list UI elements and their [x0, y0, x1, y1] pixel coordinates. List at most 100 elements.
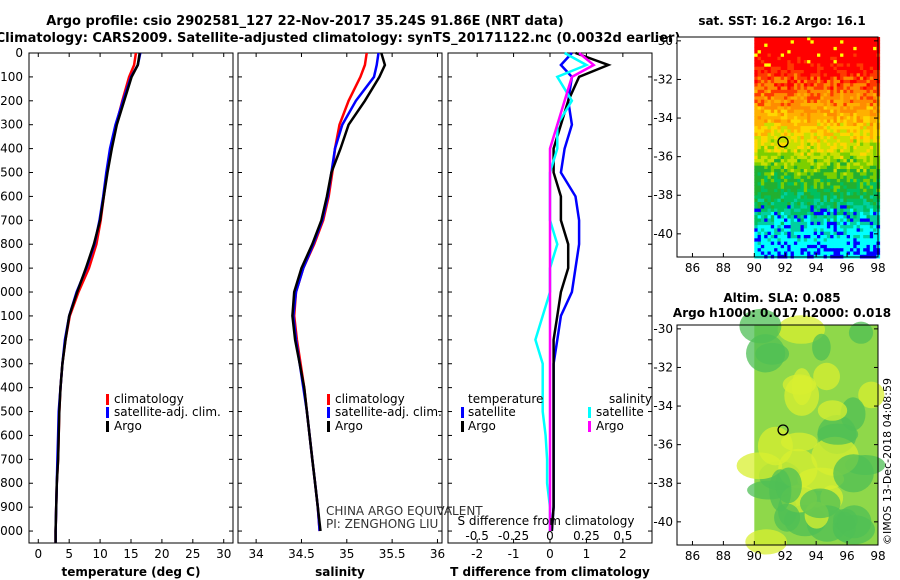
sst-cell — [787, 56, 791, 61]
sst-cell — [760, 165, 765, 170]
sst-cell — [760, 83, 765, 87]
sst-cell — [823, 56, 828, 61]
sst-cell — [757, 40, 762, 44]
sst-cell — [859, 251, 864, 256]
sst-cell — [846, 241, 851, 246]
sst-cell — [850, 37, 854, 41]
sst-cell — [820, 93, 824, 97]
y-tick-label: 100 — [0, 70, 23, 84]
sst-cell — [760, 56, 765, 61]
sst-cell — [836, 145, 841, 150]
sst-cell — [869, 79, 874, 84]
sst-cell — [807, 139, 811, 143]
sst-cell — [823, 215, 828, 219]
sst-cell — [859, 185, 864, 190]
sst-cell — [784, 56, 788, 61]
sla-blob — [782, 374, 817, 395]
sst-cell — [784, 66, 788, 71]
sst-cell — [846, 169, 851, 173]
sst-cell — [774, 172, 778, 176]
sst-cell — [836, 83, 841, 87]
sst-cell — [810, 208, 815, 213]
sst-cell — [823, 119, 828, 124]
sst-cell — [774, 178, 778, 183]
sst-cell — [813, 76, 818, 81]
sst-cell — [826, 188, 831, 193]
sst-cell — [767, 228, 772, 233]
sst-cell — [840, 202, 844, 206]
sst-cell — [817, 86, 821, 91]
sst-cell — [757, 198, 762, 203]
sst-cell — [836, 202, 841, 206]
sst-cell — [777, 79, 782, 84]
sst-cell — [853, 195, 857, 200]
sst-cell — [807, 132, 811, 137]
sst-cell — [856, 99, 861, 104]
sst-cell — [843, 73, 848, 77]
sst-cell — [856, 119, 861, 124]
sst-cell — [760, 112, 765, 117]
sst-cell — [823, 172, 828, 176]
sst-cell — [836, 159, 841, 163]
sst-cell — [853, 149, 857, 153]
sst-cell — [784, 112, 788, 117]
sst-cell — [820, 211, 824, 216]
sst-cell — [813, 86, 818, 91]
sst-cell — [784, 93, 788, 97]
sst-cell — [830, 211, 834, 216]
sst-cell — [787, 129, 791, 134]
diff-legend-swatch-sargo — [588, 421, 591, 432]
sst-cell — [843, 37, 848, 41]
sst-cell — [760, 103, 765, 107]
sst-cell — [800, 244, 805, 249]
sst-cell — [820, 185, 824, 190]
sst-cell — [873, 221, 877, 226]
sst-cell — [787, 66, 791, 71]
sst-cell — [774, 165, 778, 170]
sst-cell — [830, 175, 834, 180]
sst-cell — [869, 116, 874, 120]
sst-cell — [813, 112, 818, 117]
sst-cell — [764, 86, 768, 91]
sst-cell — [820, 231, 824, 236]
sst-cell — [807, 202, 811, 206]
sst-cell — [820, 165, 824, 170]
sst-cell — [843, 142, 848, 147]
sst-cell — [859, 205, 864, 209]
diff-legend-ssat-label: satellite — [596, 405, 644, 419]
sst-cell — [850, 142, 854, 147]
sst-cell — [873, 208, 877, 213]
sst-cell — [787, 86, 791, 91]
sla-blob — [777, 315, 825, 344]
sst-cell — [850, 175, 854, 180]
map-y-tick-label: -38 — [653, 188, 673, 202]
sst-cell — [810, 132, 815, 137]
sst-cell — [807, 122, 811, 127]
sal-line-1 — [292, 52, 380, 532]
sst-cell — [846, 221, 851, 226]
legend-swatch-clim — [106, 394, 109, 405]
sst-cell — [817, 198, 821, 203]
sst-cell — [863, 215, 867, 219]
sst-cell — [813, 188, 818, 193]
sst-cell — [863, 96, 867, 101]
sst-cell — [777, 241, 782, 246]
sst-cell — [764, 221, 768, 226]
sst-cell — [764, 142, 768, 147]
sst-cell — [853, 178, 857, 183]
sst-cell — [784, 155, 788, 160]
map-y-tick-label: -32 — [653, 72, 673, 86]
sst-cell — [757, 96, 762, 101]
sst-cell — [873, 126, 877, 130]
sst-cell — [833, 165, 838, 170]
sst-map-title: sat. SST: 16.2 Argo: 16.1 — [698, 14, 865, 28]
sst-cell — [803, 228, 808, 233]
sst-cell — [767, 112, 772, 117]
sst-cell — [833, 119, 838, 124]
sst-cell — [830, 205, 834, 209]
sst-cell — [813, 79, 818, 84]
sst-cell — [863, 73, 867, 77]
sst-cell — [767, 122, 772, 127]
sst-cell — [813, 182, 818, 186]
sst-cell — [826, 96, 831, 101]
